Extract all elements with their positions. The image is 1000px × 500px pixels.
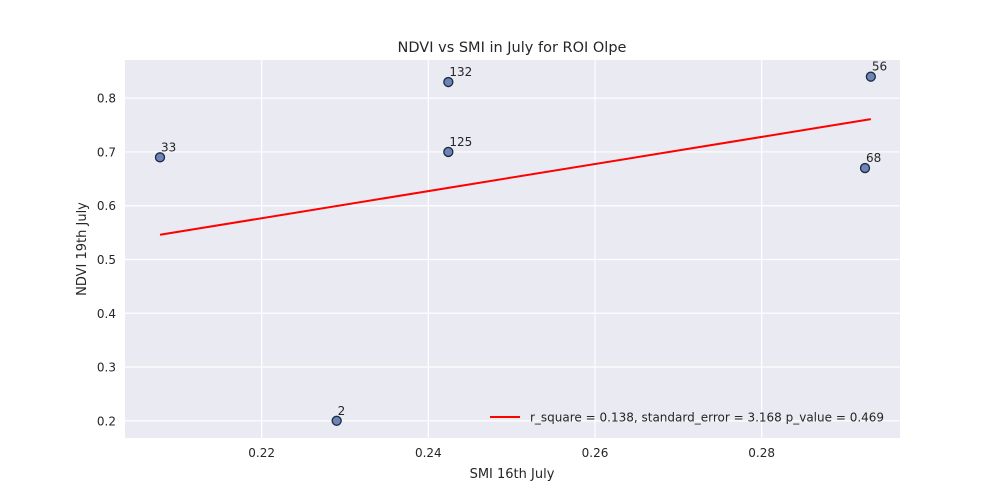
data-point bbox=[154, 152, 166, 163]
data-points bbox=[154, 71, 876, 426]
y-tick-label: 0.8 bbox=[97, 92, 116, 106]
data-point-label: 56 bbox=[872, 60, 887, 74]
data-point-label: 33 bbox=[161, 140, 176, 154]
legend: r_square = 0.138, standard_error = 3.168… bbox=[490, 411, 884, 425]
point-labels: 33 2 132 125 68 56 bbox=[161, 60, 887, 418]
y-tick-label: 0.5 bbox=[97, 253, 116, 267]
data-point-label: 125 bbox=[449, 135, 472, 149]
data-point bbox=[865, 71, 876, 82]
data-point bbox=[443, 146, 454, 158]
x-tick-label: 0.28 bbox=[748, 446, 775, 460]
x-tick-label: 0.26 bbox=[582, 446, 609, 460]
legend-text: r_square = 0.138, standard_error = 3.168… bbox=[530, 411, 884, 425]
y-tick-label: 0.2 bbox=[97, 414, 116, 428]
x-axis-label: SMI 16th July bbox=[470, 467, 555, 482]
y-tick-label: 0.3 bbox=[97, 361, 116, 375]
x-tick-label: 0.24 bbox=[415, 446, 442, 460]
y-axis-label: NDVI 19th July bbox=[75, 202, 90, 296]
y-axis-ticks: 0.2 0.3 0.4 0.5 0.6 0.7 0.8 bbox=[97, 92, 116, 429]
chart-title: NDVI vs SMI in July for ROI Olpe bbox=[398, 40, 627, 56]
regression-line bbox=[159, 118, 871, 236]
plot-area bbox=[125, 60, 900, 438]
data-point bbox=[331, 415, 342, 426]
data-point-label: 132 bbox=[449, 65, 472, 79]
y-tick-label: 0.7 bbox=[97, 145, 116, 159]
data-point-label: 68 bbox=[866, 151, 881, 165]
y-tick-label: 0.6 bbox=[97, 199, 116, 213]
data-point bbox=[859, 162, 871, 174]
regression-line-group bbox=[159, 118, 871, 236]
x-axis-ticks: 0.22 0.24 0.26 0.28 bbox=[248, 446, 775, 460]
data-point bbox=[443, 76, 454, 88]
x-tick-label: 0.22 bbox=[248, 446, 275, 460]
y-tick-label: 0.4 bbox=[97, 307, 116, 321]
data-point-label: 2 bbox=[338, 404, 346, 418]
grid-lines bbox=[125, 60, 900, 438]
